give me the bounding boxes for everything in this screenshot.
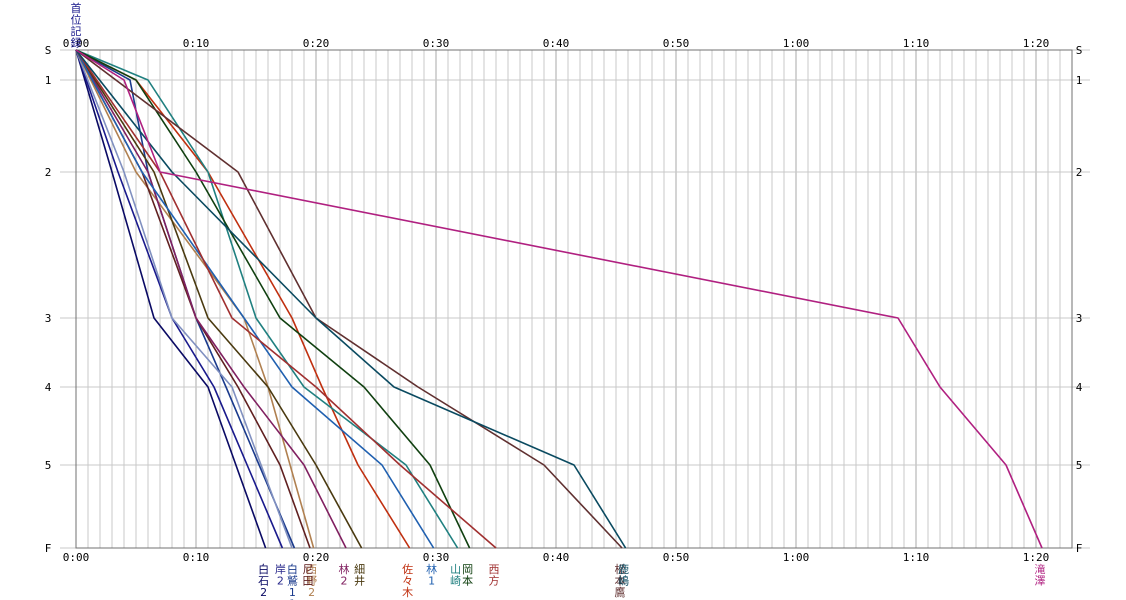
x-tick-label-top: 0:30 [423,37,450,50]
x-tick-label-top: 0:50 [663,37,690,50]
top-record-text: 首位記録 [71,1,82,50]
finisher-label: 岡本 [462,563,473,588]
y-tick-label-left: 3 [45,312,52,325]
finisher-label: 白石 2 [258,562,269,599]
x-tick-label-top: 0:20 [303,37,330,50]
finisher-label: 細井 [354,563,365,588]
series-line-8 [75,49,363,549]
x-tick-label-bottom: 0:10 [183,551,210,564]
finisher-label: 山崎 [450,563,461,588]
x-tick-label-bottom: 1:20 [1023,551,1050,564]
x-tick-label-top: 1:20 [1023,37,1050,50]
x-axis-bottom: 0:00 0:10 0:20 0:30 0:40 0:50 1:00 1:10 1:20 [63,551,1050,564]
x-axis-top: 0:00 0:10 0:20 0:30 0:40 0:50 1:00 1:10 1:20 [63,37,1050,50]
top-record-label: 首位記録 [71,1,82,50]
series-line-3 [75,49,296,549]
x-tick-label-top: 1:00 [783,37,810,50]
finisher-label: 白鷲11 [287,562,298,600]
finisher-label: 滝澤 [1035,563,1046,588]
y-tick-label-right: 2 [1076,166,1083,179]
x-tick-label-bottom: 0:20 [303,551,330,564]
y-tick-label-right: 1 [1076,74,1083,87]
series-lines [75,49,1043,549]
finisher-label: 西野 2 [306,563,317,599]
x-tick-label-bottom: 1:00 [783,551,810,564]
y-tick-label-right: 4 [1076,381,1083,394]
y-axis-right: S 1 2 3 4 5 F [1076,44,1083,555]
series-line-14 [75,49,623,549]
y-axis-left: S 1 2 3 4 5 F [45,44,52,555]
series-line-1 [75,49,267,549]
y-tick-label-right: 3 [1076,312,1083,325]
y-tick-label-left: 1 [45,74,52,87]
y-tick-label-left: 4 [45,381,52,394]
series-line-11 [75,49,459,549]
series-line-10 [75,49,435,549]
x-tick-label-top: 0:40 [543,37,570,50]
x-tick-label-bottom: 0:50 [663,551,690,564]
series-line-15 [75,49,627,549]
finisher-label: 西方 [489,563,500,588]
series-line-6 [75,49,311,549]
y-tick-label-left: 2 [45,166,52,179]
series-line-9 [75,49,411,549]
grid [60,49,1090,549]
y-tick-label-left: S [45,44,52,57]
x-tick-label-bottom: 0:40 [543,551,570,564]
y-tick-label-right: 5 [1076,459,1083,472]
x-tick-label-bottom: 0:30 [423,551,450,564]
finisher-label: 尼田 [303,563,314,588]
series-line-13 [75,49,497,549]
finisher-label: 鹿嶋 [618,562,629,588]
y-tick-label-right: S [1076,44,1083,57]
finisher-label: 佐々木 [402,562,413,599]
series-line-16 [75,49,1043,549]
y-tick-label-left: 5 [45,459,52,472]
plot-frame [75,49,1073,549]
x-tick-label-bottom: 1:10 [903,551,930,564]
y-tick-label-right: F [1076,542,1083,555]
series-line-12 [75,49,471,549]
finisher-label: 松本鷹 [615,562,626,599]
series-line-7 [75,49,347,549]
x-tick-label-top: 0:10 [183,37,210,50]
x-tick-label-bottom: 0:00 [63,551,90,564]
y-tick-label-left: F [45,542,52,555]
x-tick-label-top: 0:00 [63,37,90,50]
x-tick-label-top: 1:10 [903,37,930,50]
series-line-2 [75,49,284,549]
series-line-4 [75,49,293,549]
